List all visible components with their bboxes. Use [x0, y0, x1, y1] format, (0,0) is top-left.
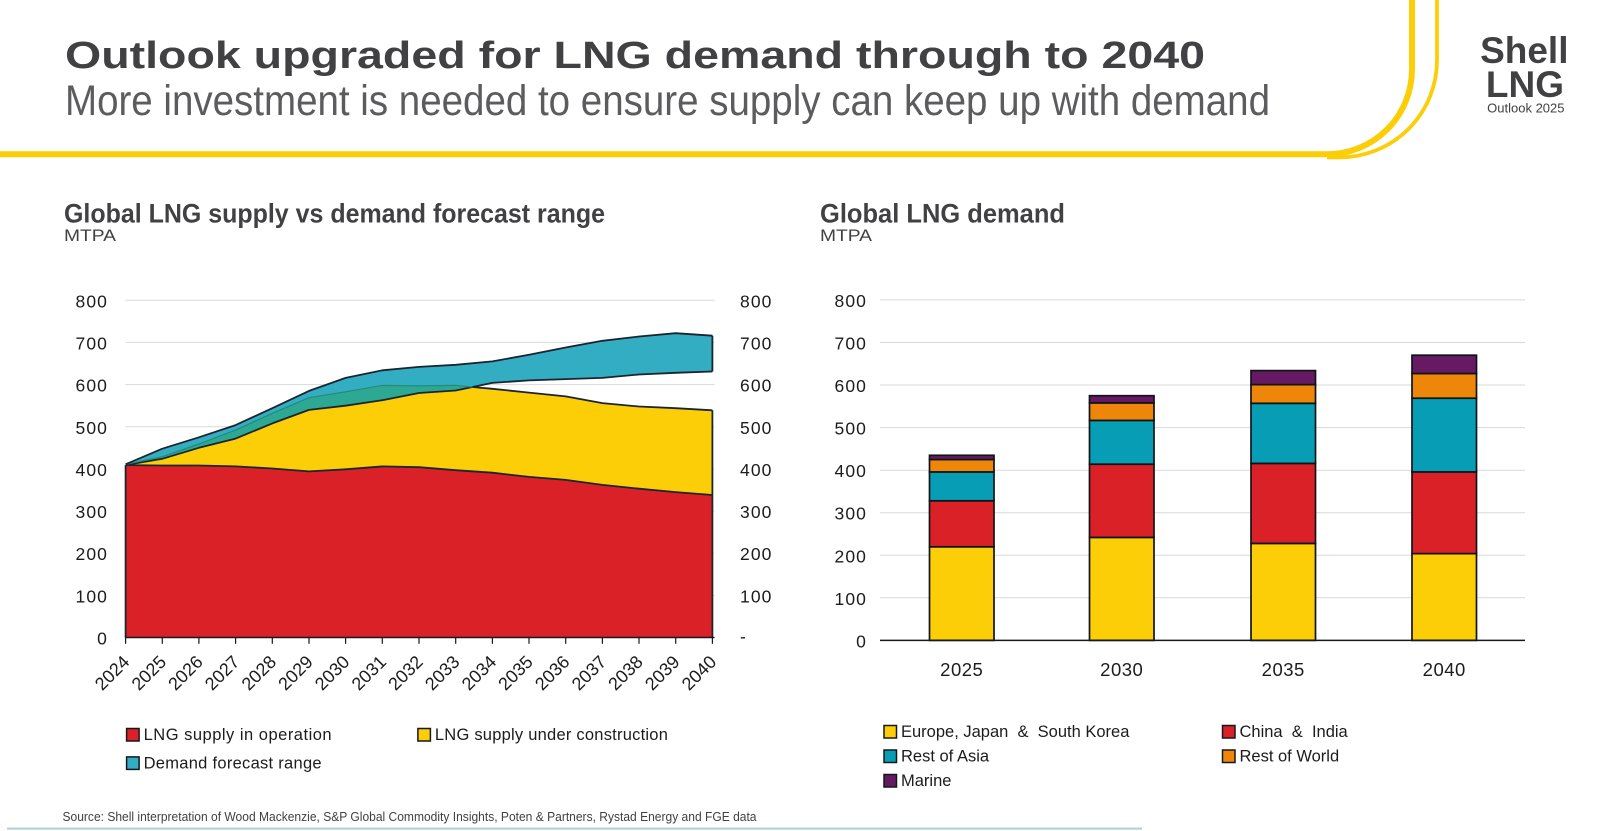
svg-text:500: 500 — [740, 418, 773, 438]
svg-text:2025: 2025 — [940, 659, 983, 680]
svg-text:Global LNG demand: Global LNG demand — [820, 199, 1065, 229]
svg-text:2040: 2040 — [678, 652, 720, 694]
svg-text:2032: 2032 — [384, 652, 426, 694]
svg-text:LNG supply in operation: LNG supply in operation — [144, 726, 332, 744]
svg-text:2027: 2027 — [201, 652, 243, 694]
svg-text:400: 400 — [76, 460, 109, 480]
svg-text:2039: 2039 — [641, 652, 683, 694]
svg-text:400: 400 — [835, 461, 868, 481]
svg-text:Outlook upgraded for LNG deman: Outlook upgraded for LNG demand through … — [65, 35, 1205, 77]
svg-text:Marine: Marine — [901, 772, 951, 790]
svg-text:2038: 2038 — [604, 652, 646, 694]
svg-text:2026: 2026 — [164, 652, 206, 694]
svg-text:2029: 2029 — [274, 652, 316, 694]
svg-text:2035: 2035 — [1262, 659, 1305, 680]
svg-text:More investment is needed to e: More investment is needed to ensure supp… — [65, 77, 1270, 125]
svg-text:200: 200 — [740, 544, 773, 564]
svg-text:800: 800 — [740, 291, 773, 311]
svg-text:2031: 2031 — [348, 652, 390, 694]
svg-text:200: 200 — [76, 544, 109, 564]
svg-text:2040: 2040 — [1423, 659, 1466, 680]
svg-text:500: 500 — [76, 418, 109, 438]
svg-text:2030: 2030 — [1100, 659, 1143, 680]
svg-text:400: 400 — [740, 460, 773, 480]
svg-text:Source: Shell interpretation o: Source: Shell interpretation of Wood Mac… — [63, 810, 757, 824]
svg-text:2028: 2028 — [238, 652, 280, 694]
svg-text:2024: 2024 — [91, 652, 133, 694]
svg-text:100: 100 — [835, 589, 868, 609]
svg-text:700: 700 — [835, 334, 868, 354]
svg-text:2025: 2025 — [128, 652, 170, 694]
svg-text:Outlook 2025: Outlook 2025 — [1487, 101, 1564, 116]
svg-text:800: 800 — [835, 291, 868, 311]
svg-text:300: 300 — [76, 502, 109, 522]
svg-text:Global LNG supply vs demand fo: Global LNG supply vs demand forecast ran… — [64, 199, 605, 229]
svg-text:Europe, Japan & South Korea: Europe, Japan & South Korea — [901, 723, 1130, 741]
svg-text:Rest of World: Rest of World — [1240, 748, 1340, 766]
svg-text:LNG: LNG — [1486, 64, 1564, 105]
svg-text:0: 0 — [97, 629, 108, 649]
svg-text:2035: 2035 — [494, 652, 536, 694]
svg-text:2036: 2036 — [531, 652, 573, 694]
svg-text:800: 800 — [76, 291, 109, 311]
svg-text:700: 700 — [76, 333, 109, 353]
svg-text:Shell: Shell — [1480, 30, 1568, 71]
svg-text:2034: 2034 — [458, 652, 500, 694]
svg-text:2037: 2037 — [568, 652, 610, 694]
svg-text:700: 700 — [740, 333, 773, 353]
svg-text:600: 600 — [835, 376, 868, 396]
svg-text:2030: 2030 — [311, 652, 353, 694]
svg-text:200: 200 — [835, 546, 868, 566]
svg-text:Demand forecast range: Demand forecast range — [144, 754, 322, 772]
svg-text:500: 500 — [835, 419, 868, 439]
svg-text:MTPA: MTPA — [64, 226, 117, 245]
svg-text:100: 100 — [76, 586, 109, 606]
svg-text:-: - — [740, 627, 747, 647]
svg-text:Rest of Asia: Rest of Asia — [901, 748, 990, 766]
svg-text:China & India: China & India — [1240, 723, 1349, 741]
svg-text:600: 600 — [76, 376, 109, 396]
svg-text:300: 300 — [835, 504, 868, 524]
svg-text:0: 0 — [856, 631, 867, 651]
svg-text:MTPA: MTPA — [820, 226, 873, 245]
svg-text:300: 300 — [740, 502, 773, 522]
svg-text:2033: 2033 — [421, 652, 463, 694]
svg-text:100: 100 — [740, 586, 773, 606]
svg-text:600: 600 — [740, 376, 773, 396]
svg-text:LNG supply under construction: LNG supply under construction — [435, 726, 668, 744]
